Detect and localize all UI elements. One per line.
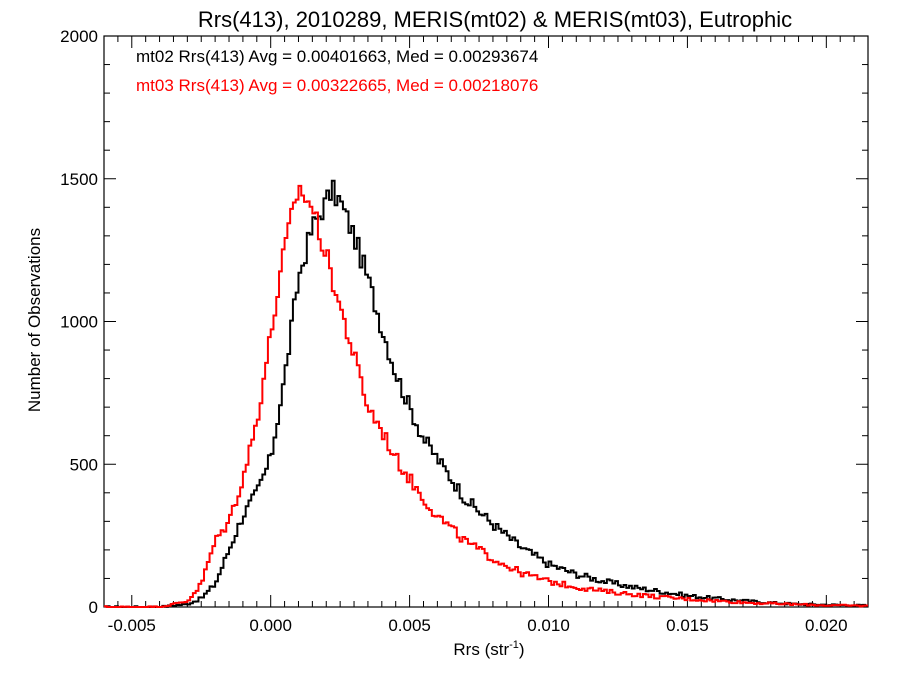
y-axis-label: Number of Observations — [25, 228, 44, 412]
plot-area: 0 500 1000 1500 2000 -0.005 0.000 0.005 0.010 0.0… — [60, 27, 869, 635]
x-axis-label-superscript: -1 — [509, 639, 519, 651]
x-tick-label: 0.015 — [666, 616, 709, 635]
series-layer — [104, 179, 868, 608]
y-tick-label: 2000 — [60, 27, 98, 46]
legend-entry-mt03: mt03 Rrs(413) Avg = 0.00322665, Med = 0.… — [136, 76, 538, 95]
x-tick-label: -0.005 — [108, 616, 156, 635]
y-tick-label: 1500 — [60, 170, 98, 189]
y-tick-label: 1000 — [60, 313, 98, 332]
x-tick-label: 0.010 — [527, 616, 570, 635]
y-tick-label: 0 — [89, 598, 98, 617]
legend-entry-mt02: mt02 Rrs(413) Avg = 0.00401663, Med = 0.… — [136, 47, 538, 66]
plot-frame — [103, 35, 869, 608]
y-tick-label: 500 — [70, 455, 98, 474]
x-tick-label: 0.005 — [388, 616, 431, 635]
chart-title: Rrs(413), 2010289, MERIS(mt02) & MERIS(m… — [198, 7, 792, 32]
series-mt03-line — [104, 184, 868, 608]
x-axis-label-end: ) — [519, 640, 525, 659]
x-tick-label: 0.020 — [805, 616, 848, 635]
x-axis-label: Rrs (str-1) — [453, 639, 524, 659]
x-axis-label-main: Rrs (str — [453, 640, 509, 659]
series-mt02-line — [104, 179, 868, 608]
legend: mt02 Rrs(413) Avg = 0.00401663, Med = 0.… — [136, 47, 538, 95]
x-tick-label: 0.000 — [249, 616, 292, 635]
